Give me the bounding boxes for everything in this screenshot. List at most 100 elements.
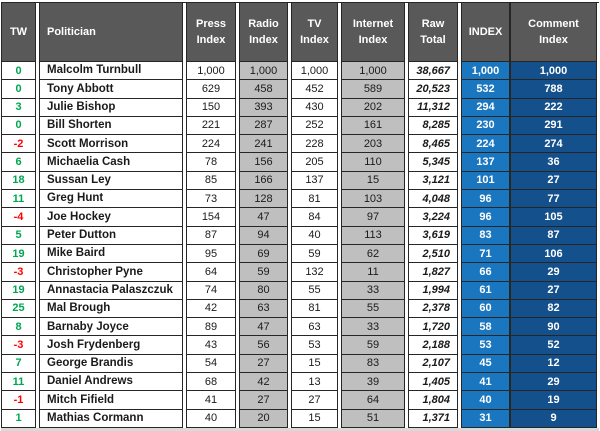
column-header-internet: Internet Index <box>341 3 405 62</box>
cell-raw: 8,465 <box>408 135 458 154</box>
cell-tw: 3 <box>1 98 36 117</box>
cell-comment: 36 <box>510 153 597 172</box>
cell-tv: 81 <box>291 299 338 319</box>
cell-internet: 64 <box>341 391 405 410</box>
cell-press: 54 <box>186 354 236 374</box>
cell-tw: 8 <box>1 318 36 337</box>
cell-index: 31 <box>461 409 510 428</box>
cell-internet: 39 <box>341 373 405 392</box>
cell-politician: Peter Dutton <box>39 226 183 245</box>
cell-tv: 40 <box>291 226 338 245</box>
cell-index: 71 <box>461 244 510 264</box>
cell-radio: 128 <box>239 190 288 209</box>
column-header-raw: Raw Total <box>408 3 458 62</box>
cell-index: 96 <box>461 208 510 227</box>
cell-tv: 15 <box>291 409 338 428</box>
cell-internet: 1,000 <box>341 62 405 81</box>
cell-tw: 11 <box>1 190 36 209</box>
cell-tw: 25 <box>1 299 36 319</box>
cell-raw: 1,405 <box>408 373 458 392</box>
cell-radio: 156 <box>239 153 288 172</box>
cell-index: 101 <box>461 171 510 191</box>
cell-tw: 6 <box>1 153 36 172</box>
cell-press: 42 <box>186 299 236 319</box>
cell-politician: Mitch Fifield <box>39 391 183 410</box>
cell-tv: 430 <box>291 98 338 117</box>
cell-raw: 2,107 <box>408 354 458 374</box>
cell-tv: 15 <box>291 354 338 374</box>
cell-comment: 291 <box>510 116 597 136</box>
cell-comment: 105 <box>510 208 597 227</box>
cell-tv: 452 <box>291 80 338 99</box>
cell-comment: 87 <box>510 226 597 245</box>
cell-raw: 3,121 <box>408 171 458 191</box>
cell-raw: 2,188 <box>408 336 458 355</box>
cell-radio: 56 <box>239 336 288 355</box>
cell-internet: 62 <box>341 244 405 264</box>
cell-tv: 228 <box>291 135 338 154</box>
cell-tw: 0 <box>1 116 36 136</box>
cell-politician: Mal Brough <box>39 299 183 319</box>
cell-radio: 458 <box>239 80 288 99</box>
cell-comment: 77 <box>510 190 597 209</box>
cell-press: 40 <box>186 409 236 428</box>
cell-politician: Malcolm Turnbull <box>39 62 183 81</box>
cell-comment: 29 <box>510 373 597 392</box>
cell-internet: 113 <box>341 226 405 245</box>
cell-politician: Tony Abbott <box>39 80 183 99</box>
cell-index: 41 <box>461 373 510 392</box>
cell-comment: 27 <box>510 171 597 191</box>
cell-comment: 12 <box>510 354 597 374</box>
cell-comment: 29 <box>510 263 597 282</box>
cell-radio: 166 <box>239 171 288 191</box>
cell-index: 83 <box>461 226 510 245</box>
cell-politician: Bill Shorten <box>39 116 183 136</box>
cell-press: 89 <box>186 318 236 337</box>
cell-comment: 222 <box>510 98 597 117</box>
cell-tw: 19 <box>1 244 36 264</box>
cell-raw: 1,994 <box>408 281 458 300</box>
cell-comment: 90 <box>510 318 597 337</box>
cell-internet: 33 <box>341 318 405 337</box>
cell-politician: Daniel Andrews <box>39 373 183 392</box>
cell-radio: 1,000 <box>239 62 288 81</box>
cell-tv: 55 <box>291 281 338 300</box>
cell-internet: 161 <box>341 116 405 136</box>
cell-press: 150 <box>186 98 236 117</box>
cell-tv: 84 <box>291 208 338 227</box>
cell-raw: 1,804 <box>408 391 458 410</box>
cell-raw: 1,827 <box>408 263 458 282</box>
cell-press: 629 <box>186 80 236 99</box>
column-header-radio: Radio Index <box>239 3 288 62</box>
cell-radio: 27 <box>239 354 288 374</box>
cell-tw: -3 <box>1 336 36 355</box>
cell-index: 45 <box>461 354 510 374</box>
cell-comment: 1,000 <box>510 62 597 81</box>
cell-index: 40 <box>461 391 510 410</box>
cell-politician: Sussan Ley <box>39 171 183 191</box>
cell-tv: 252 <box>291 116 338 136</box>
cell-index: 66 <box>461 263 510 282</box>
cell-raw: 3,224 <box>408 208 458 227</box>
cell-raw: 11,312 <box>408 98 458 117</box>
cell-politician: Mathias Cormann <box>39 409 183 428</box>
cell-press: 85 <box>186 171 236 191</box>
cell-tv: 63 <box>291 318 338 337</box>
cell-index: 96 <box>461 190 510 209</box>
cell-tw: -1 <box>1 391 36 410</box>
cell-politician: Joe Hockey <box>39 208 183 227</box>
cell-internet: 110 <box>341 153 405 172</box>
cell-tw: 11 <box>1 373 36 392</box>
cell-internet: 15 <box>341 171 405 191</box>
cell-raw: 5,345 <box>408 153 458 172</box>
cell-politician: Greg Hunt <box>39 190 183 209</box>
cell-tv: 59 <box>291 244 338 264</box>
cell-tw: -3 <box>1 263 36 282</box>
cell-index: 53 <box>461 336 510 355</box>
cell-radio: 80 <box>239 281 288 300</box>
cell-press: 41 <box>186 391 236 410</box>
column-header-tv: TV Index <box>291 3 338 62</box>
cell-tv: 205 <box>291 153 338 172</box>
cell-press: 87 <box>186 226 236 245</box>
